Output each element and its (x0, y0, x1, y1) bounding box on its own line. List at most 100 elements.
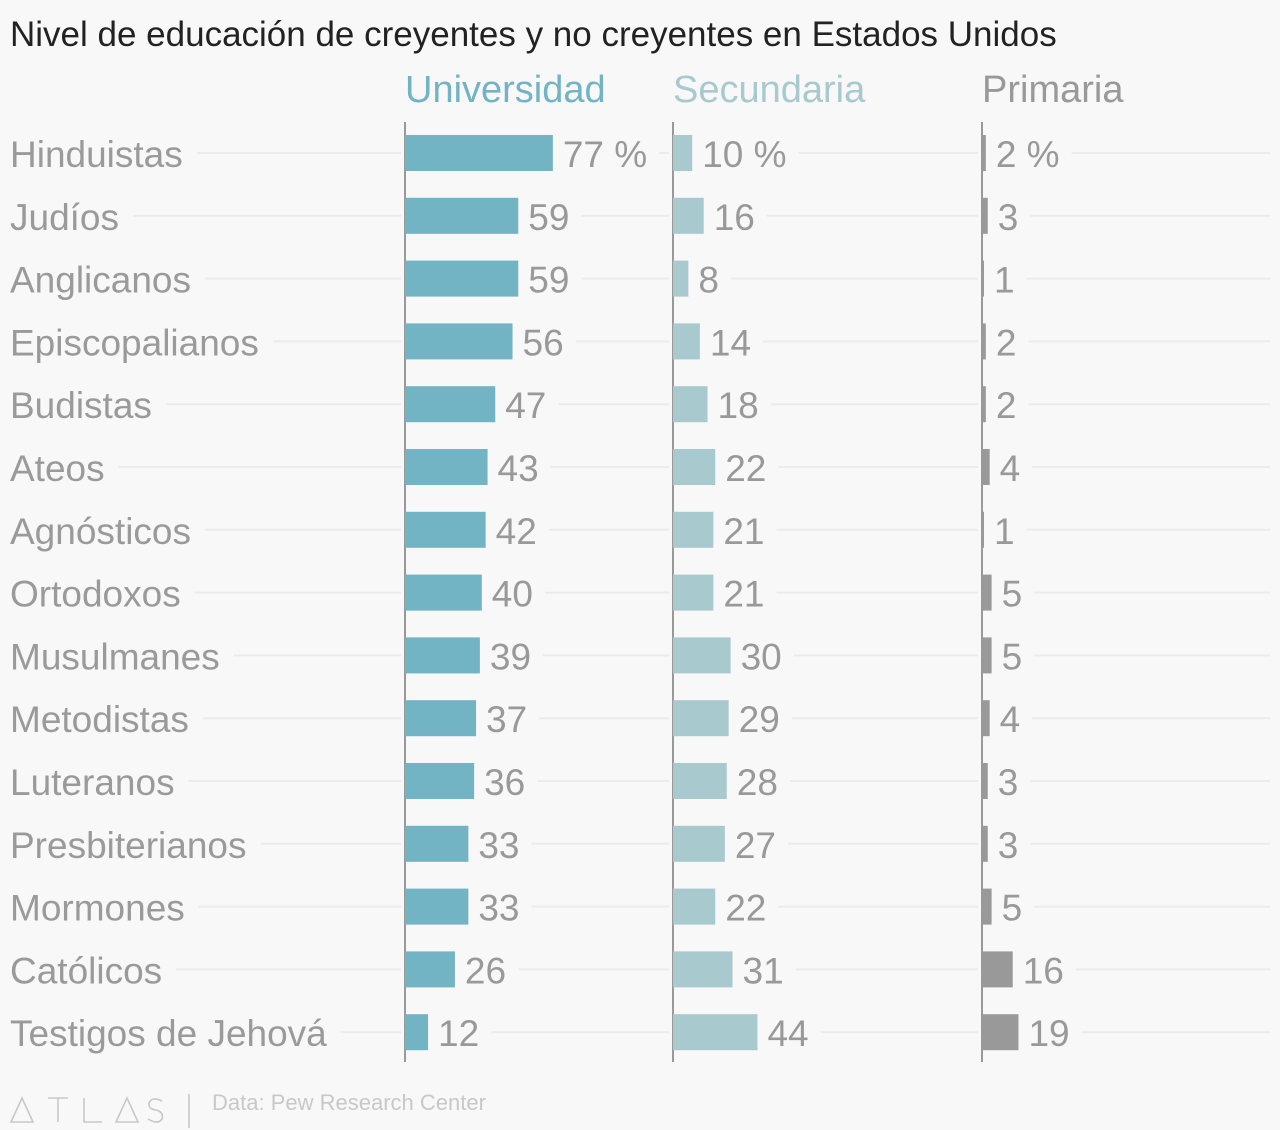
bar-universidad-8 (405, 637, 480, 674)
bar-primaria-2 (982, 260, 984, 297)
value-label: 8 (698, 260, 719, 301)
bar-universidad-2 (405, 260, 519, 297)
bar-universidad-7 (405, 574, 482, 611)
value-label: 44 (767, 1013, 808, 1054)
category-label: Ateos (10, 448, 105, 489)
value-label: 3 (998, 197, 1019, 238)
value-label: 2 % (996, 134, 1060, 175)
atlas-logo (9, 1094, 190, 1128)
bar-primaria-8 (982, 637, 992, 674)
value-label: 4 (1000, 448, 1021, 489)
value-label: 3 (998, 762, 1019, 803)
column-header-secundaria: Secundaria (673, 69, 866, 111)
value-label: 31 (743, 950, 784, 991)
category-label: Ortodoxos (10, 574, 181, 615)
value-label: 59 (528, 260, 569, 301)
bar-primaria-6 (982, 511, 984, 548)
value-label: 39 (490, 636, 531, 677)
value-label: 59 (528, 197, 569, 238)
value-label: 30 (741, 636, 782, 677)
value-label: 47 (505, 385, 546, 426)
bar-secundaria-13 (673, 951, 733, 988)
category-label: Judíos (10, 197, 119, 238)
category-label: Metodistas (10, 699, 189, 740)
category-label: Testigos de Jehová (10, 1013, 327, 1054)
bar-secundaria-14 (673, 1014, 758, 1051)
value-label: 1 (994, 260, 1015, 301)
bar-universidad-1 (405, 197, 519, 234)
value-label: 27 (735, 825, 776, 866)
source-note: Data: Pew Research Center (212, 1090, 486, 1115)
value-label: 2 (996, 322, 1017, 363)
bar-universidad-0 (405, 135, 553, 171)
value-label: 5 (1002, 636, 1023, 677)
bar-primaria-11 (982, 825, 988, 862)
bar-primaria-1 (982, 197, 988, 234)
value-label: 16 (1023, 950, 1064, 991)
value-label: 4 (1000, 699, 1021, 740)
bar-secundaria-9 (673, 700, 729, 737)
column-header-universidad: Universidad (405, 69, 606, 111)
bar-secundaria-6 (673, 511, 714, 548)
bar-secundaria-12 (673, 888, 716, 925)
value-label: 22 (725, 448, 766, 489)
value-label: 5 (1002, 574, 1023, 615)
bar-universidad-11 (405, 825, 469, 862)
value-label: 28 (737, 762, 778, 803)
bar-universidad-13 (405, 951, 455, 988)
value-label: 12 (438, 1013, 479, 1054)
value-label: 40 (492, 574, 533, 615)
bar-primaria-10 (982, 763, 988, 799)
value-label: 56 (523, 322, 564, 363)
category-label: Hinduistas (10, 134, 183, 175)
value-label: 18 (718, 385, 759, 426)
category-label: Musulmanes (10, 636, 220, 677)
value-label: 1 (994, 511, 1015, 552)
bar-universidad-3 (405, 323, 513, 360)
bar-universidad-9 (405, 700, 477, 737)
bar-secundaria-11 (673, 825, 725, 862)
bar-secundaria-4 (673, 386, 708, 423)
value-label: 37 (486, 699, 527, 740)
bar-secundaria-3 (673, 323, 700, 360)
category-label: Episcopalianos (10, 322, 259, 363)
category-label: Agnósticos (10, 511, 191, 552)
bar-secundaria-10 (673, 763, 727, 799)
bar-primaria-14 (982, 1014, 1019, 1051)
value-label: 14 (710, 322, 751, 363)
bar-secundaria-0 (673, 135, 693, 171)
value-label: 29 (739, 699, 780, 740)
value-label: 33 (478, 825, 519, 866)
value-label: 22 (725, 888, 766, 929)
bar-universidad-14 (405, 1014, 429, 1051)
bar-secundaria-7 (673, 574, 714, 611)
category-label: Anglicanos (10, 260, 191, 301)
value-label: 16 (714, 197, 755, 238)
bar-universidad-4 (405, 386, 496, 423)
value-label: 5 (1002, 888, 1023, 929)
value-label: 26 (465, 950, 506, 991)
value-label: 33 (478, 888, 519, 929)
value-label: 42 (496, 511, 537, 552)
bar-secundaria-2 (673, 260, 689, 297)
value-label: 21 (723, 574, 764, 615)
bar-primaria-5 (982, 449, 990, 485)
bar-primaria-7 (982, 574, 992, 611)
category-label: Católicos (10, 950, 162, 991)
value-label: 36 (484, 762, 525, 803)
category-label: Budistas (10, 385, 152, 426)
bar-universidad-6 (405, 511, 486, 548)
value-label: 43 (498, 448, 539, 489)
bar-universidad-5 (405, 449, 488, 485)
bar-primaria-13 (982, 951, 1013, 988)
category-label: Luteranos (10, 762, 175, 803)
value-label: 19 (1028, 1013, 1069, 1054)
bar-universidad-12 (405, 888, 469, 925)
value-label: 77 % (563, 134, 647, 175)
bar-secundaria-8 (673, 637, 731, 674)
bar-secundaria-1 (673, 197, 704, 234)
category-label: Presbiterianos (10, 825, 247, 866)
bar-primaria-0 (982, 135, 986, 171)
bar-primaria-9 (982, 700, 990, 737)
